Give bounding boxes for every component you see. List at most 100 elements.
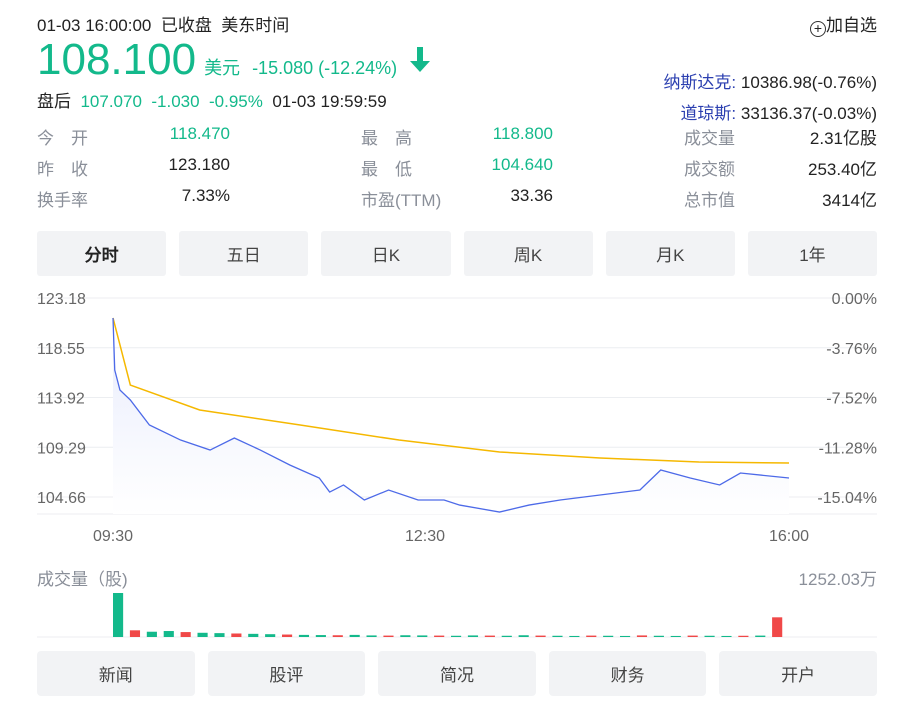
y-tick-right: -3.76% <box>826 341 877 358</box>
x-tick: 12:30 <box>405 528 445 545</box>
stat-value: 118.470 <box>169 124 230 143</box>
volume-bar <box>569 635 580 637</box>
volume-max: 1252.03万 <box>798 570 877 589</box>
y-tick-right: -15.04% <box>817 490 877 507</box>
arrow-down-icon <box>410 47 431 72</box>
tab-2[interactable]: 日K <box>321 231 451 276</box>
chart-tabs: 分时 五日 日K 周K 月K 1年 <box>37 231 878 276</box>
y-tick-left: 123.18 <box>37 291 86 308</box>
intraday-chart: 123.18 0.00% 118.55 -3.76% 113.92 -7.52% 109.2… <box>37 291 877 545</box>
volume-bar <box>231 633 242 637</box>
volume-bar <box>535 635 546 637</box>
volume-bar <box>721 635 732 637</box>
stat-value: 3414亿 <box>822 191 877 210</box>
y-tick-left: 109.29 <box>37 440 86 457</box>
y-tick-left: 104.66 <box>37 490 86 507</box>
volume-bar <box>653 635 664 637</box>
volume-bar <box>738 635 749 637</box>
stat-value: 104.640 <box>491 155 553 174</box>
volume-bar <box>315 635 326 637</box>
stat-label: 昨 收 <box>37 160 88 179</box>
volume-bar <box>484 635 495 637</box>
stat-label: 最 高 <box>361 129 412 148</box>
nav-button-3[interactable]: 财务 <box>548 651 707 696</box>
after-hours: 盘后 107.070 -1.030 -0.95% 01-03 19:59:59 <box>37 92 387 111</box>
stat-value: 123.180 <box>168 155 230 174</box>
stat-value: 253.40亿 <box>808 160 877 179</box>
stat-value: 33.36 <box>510 186 553 205</box>
volume-bar <box>451 635 462 637</box>
nav-button-0[interactable]: 新闻 <box>37 651 195 696</box>
nav-button-4[interactable]: 开户 <box>719 651 877 696</box>
x-tick: 09:30 <box>93 528 133 545</box>
volume-bar <box>620 635 631 637</box>
tab-3[interactable]: 周K <box>463 231 593 276</box>
tab-4[interactable]: 月K <box>605 231 735 276</box>
stat-label: 成交量 <box>684 129 735 148</box>
volume-bar <box>366 635 377 637</box>
stat-value: 2.31亿股 <box>809 129 877 148</box>
last-price: 108.100 <box>37 35 197 84</box>
y-tick-left: 113.92 <box>37 391 85 408</box>
volume-bar <box>180 632 191 637</box>
volume-bar <box>298 634 310 637</box>
volume-bar <box>163 631 174 637</box>
volume-label: 成交量（股) <box>37 570 128 589</box>
stat-label: 换手率 <box>37 191 88 210</box>
stat-label: 今 开 <box>37 129 88 148</box>
volume-bar <box>400 635 411 637</box>
volume-chart <box>37 593 877 638</box>
x-tick: 16:00 <box>769 528 809 545</box>
volume-bar <box>146 631 157 637</box>
volume-bar <box>282 634 293 637</box>
tab-5[interactable]: 1年 <box>747 231 878 276</box>
plus-circle-icon: + <box>810 21 826 37</box>
volume-bar <box>755 635 766 637</box>
tab-1[interactable]: 五日 <box>179 231 309 276</box>
volume-bar <box>467 635 479 637</box>
volume-bar <box>704 635 715 637</box>
avg-price-line <box>112 317 790 464</box>
volume-bar <box>113 593 124 637</box>
currency: 美元 <box>204 58 241 78</box>
tab-0[interactable]: 分时 <box>37 231 167 276</box>
volume-bar <box>687 635 698 637</box>
stat-label: 总市值 <box>684 191 735 210</box>
price-row: 108.100 美元 -15.080 (-12.24%) <box>37 36 431 84</box>
nav-button-2[interactable]: 简况 <box>378 651 536 696</box>
volume-bar <box>197 632 208 637</box>
index-nasdaq[interactable]: 纳斯达克: 10386.98(-0.76%) <box>663 73 877 92</box>
volume-bar <box>518 635 529 637</box>
volume-bar <box>501 635 512 637</box>
volume-bar <box>586 635 597 637</box>
stat-label: 成交额 <box>684 160 735 179</box>
bottom-nav: 新闻 股评 简况 财务 开户 <box>37 651 877 696</box>
volume-bar <box>214 633 225 637</box>
quote-datetime: 01-03 16:00:00 已收盘 美东时间 <box>37 16 290 35</box>
nav-button-1[interactable]: 股评 <box>207 651 366 696</box>
volume-bar <box>248 633 259 637</box>
y-tick-left: 118.55 <box>37 341 85 358</box>
volume-bar <box>349 634 360 637</box>
volume-bar <box>383 635 394 637</box>
volume-bar <box>129 630 141 637</box>
volume-bar <box>332 635 343 637</box>
volume-bar <box>434 635 445 637</box>
stat-value: 7.33% <box>181 186 230 205</box>
price-line <box>112 317 790 513</box>
price-area <box>113 317 789 514</box>
price-change: -15.080 (-12.24%) <box>252 58 398 78</box>
y-tick-right: -11.28% <box>819 440 877 457</box>
volume-bar <box>670 635 681 637</box>
volume-bar <box>603 635 614 637</box>
volume-bar <box>265 634 276 637</box>
index-dow[interactable]: 道琼斯: 33136.37(-0.03%) <box>680 104 877 123</box>
y-tick-right: -7.52% <box>826 391 877 408</box>
stat-label: 市盈(TTM) <box>361 191 442 210</box>
volume-bar <box>636 635 648 637</box>
volume-bar <box>772 617 783 637</box>
add-watchlist-button[interactable]: + 加自选 <box>810 11 877 37</box>
y-tick-right: 0.00% <box>832 291 877 308</box>
volume-bar <box>552 635 563 637</box>
stat-label: 最 低 <box>361 160 412 179</box>
